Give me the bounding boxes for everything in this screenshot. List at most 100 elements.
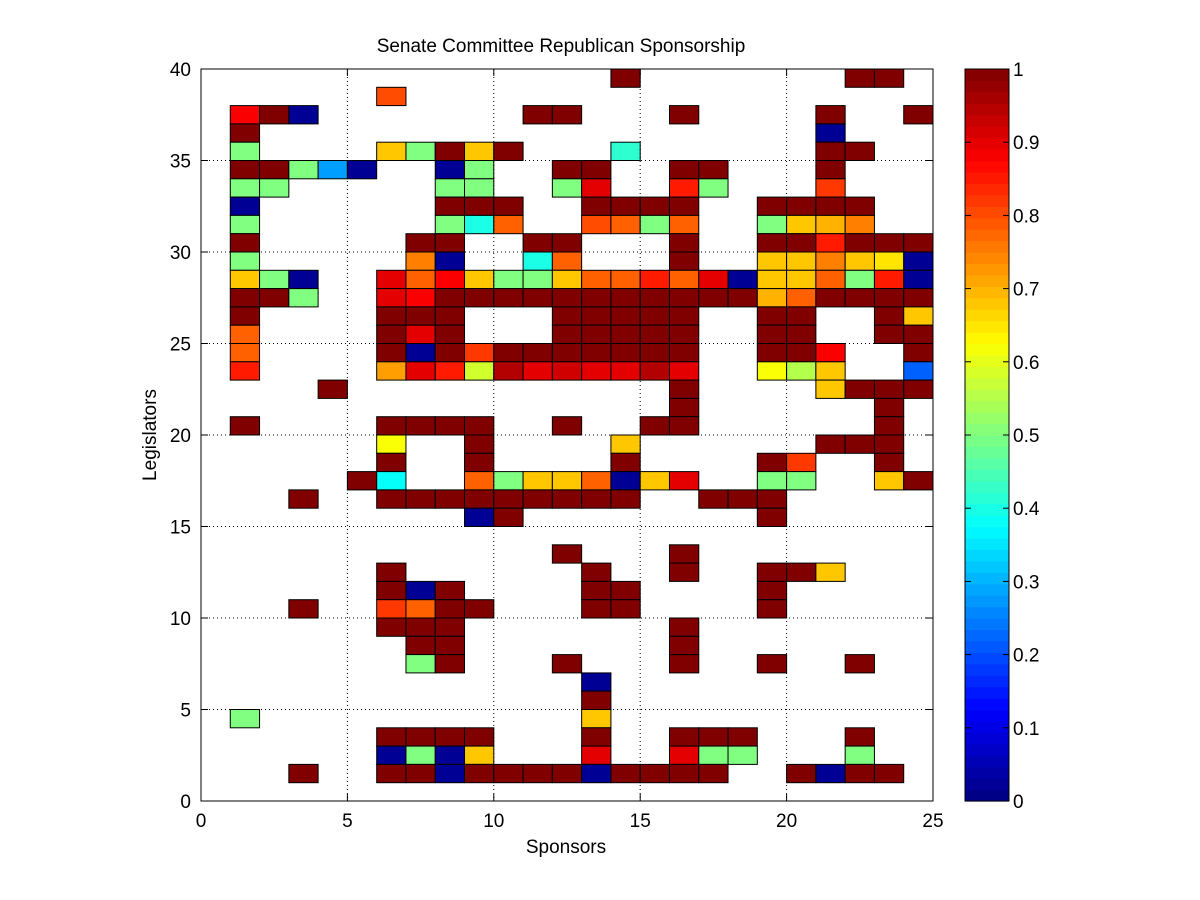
heatmap-cell xyxy=(376,434,407,454)
heatmap-cell xyxy=(551,654,583,674)
heatmap-cell xyxy=(903,269,934,290)
heatmap-cell xyxy=(464,471,495,491)
heatmap-cell xyxy=(229,324,261,345)
heatmap-cell xyxy=(786,269,817,290)
heatmap-cell xyxy=(639,306,670,326)
heatmap-cell xyxy=(903,343,934,363)
heatmap-cell xyxy=(756,471,788,491)
colorbar-swatch xyxy=(965,537,1009,550)
heatmap-cell xyxy=(756,507,788,528)
heatmap-cell xyxy=(786,324,817,345)
y-tick-label: 40 xyxy=(170,60,191,81)
heatmap-cell xyxy=(786,288,817,308)
heatmap-cell xyxy=(844,68,875,88)
colorbar-swatch xyxy=(965,412,1009,425)
heatmap-cell xyxy=(581,343,612,363)
heatmap-cell xyxy=(434,763,466,784)
heatmap-cell xyxy=(903,105,934,125)
heatmap-cell xyxy=(464,489,495,509)
heatmap-cell xyxy=(756,580,788,601)
heatmap-cell xyxy=(844,214,875,235)
heatmap-cell xyxy=(434,727,466,747)
heatmap-cell xyxy=(668,269,700,290)
x-tick-label: 15 xyxy=(630,811,651,832)
heatmap-cell xyxy=(786,233,817,253)
x-tick-label: 5 xyxy=(342,811,353,832)
colorbar-swatch xyxy=(965,194,1009,207)
heatmap-cell xyxy=(815,141,846,161)
heatmap-cell xyxy=(551,251,583,271)
heatmap-cell xyxy=(493,471,524,491)
colorbar-swatch xyxy=(965,789,1009,802)
heatmap-cell xyxy=(786,196,817,216)
heatmap-cell xyxy=(551,178,583,198)
colorbar-swatch xyxy=(965,320,1009,333)
colorbar-swatch xyxy=(965,240,1009,253)
heatmap-cell xyxy=(610,343,641,363)
heatmap-cell xyxy=(581,471,612,491)
heatmap-cell xyxy=(668,361,700,381)
heatmap-cell xyxy=(229,306,261,326)
heatmap-cell xyxy=(756,361,788,381)
heatmap-cell xyxy=(464,160,495,180)
heatmap-cell xyxy=(815,269,846,290)
colorbar-swatch xyxy=(965,423,1009,436)
heatmap-cell xyxy=(610,288,641,308)
heatmap-cell xyxy=(434,288,466,308)
heatmap-cell xyxy=(815,214,846,235)
heatmap-cell xyxy=(610,214,641,235)
x-tick-label: 25 xyxy=(922,811,943,832)
heatmap-cell xyxy=(376,489,407,509)
heatmap-cell xyxy=(698,745,729,765)
heatmap-cell xyxy=(464,745,495,765)
heatmap-cell xyxy=(639,416,670,436)
heatmap-cell xyxy=(903,306,934,326)
colorbar-swatch xyxy=(965,686,1009,699)
heatmap-cell xyxy=(756,599,788,619)
heatmap-cell xyxy=(786,361,817,381)
colorbar-swatch xyxy=(965,572,1009,585)
heatmap-cell xyxy=(376,416,407,436)
heatmap-cell xyxy=(376,471,407,491)
heatmap-cell xyxy=(288,489,319,509)
heatmap-cell xyxy=(288,105,319,125)
heatmap-cell xyxy=(903,233,934,253)
heatmap-cell xyxy=(376,763,407,784)
heatmap-cell xyxy=(434,599,466,619)
colorbar-swatch xyxy=(965,698,1009,711)
heatmap-cell xyxy=(815,123,846,143)
heatmap-cell xyxy=(464,343,495,363)
heatmap-cell xyxy=(376,580,407,601)
x-tick-label: 20 xyxy=(776,811,797,832)
heatmap-cell xyxy=(434,251,466,271)
heatmap-cell xyxy=(229,123,261,143)
heatmap-cell xyxy=(873,68,905,88)
heatmap-cell xyxy=(434,269,466,290)
axis-ticks: 0 5 10 15 20 25 0 5 10 15 20 25 30 35 40 xyxy=(170,60,944,832)
heatmap-cell xyxy=(376,343,407,363)
colorbar-swatch xyxy=(965,743,1009,756)
colorbar-swatch xyxy=(965,103,1009,116)
heatmap-cell xyxy=(581,562,612,582)
heatmap-cell xyxy=(639,471,670,491)
heatmap-cell xyxy=(229,105,261,125)
colorbar-swatch xyxy=(965,263,1009,276)
colorbar-swatch xyxy=(965,183,1009,196)
heatmap-cell xyxy=(259,269,290,290)
heatmap-cell xyxy=(434,343,466,363)
heatmap-cell xyxy=(522,343,553,363)
colorbar-swatch xyxy=(965,560,1009,573)
y-tick-label: 15 xyxy=(170,518,191,539)
heatmap-cell xyxy=(873,324,905,345)
heatmap-cell xyxy=(405,617,436,637)
heatmap-cell xyxy=(376,324,407,345)
heatmap-cell xyxy=(405,745,436,765)
heatmap-cell xyxy=(668,416,700,436)
colorbar-swatch xyxy=(965,274,1009,287)
heatmap-cell xyxy=(668,654,700,674)
heatmap-cell xyxy=(873,251,905,271)
colorbar-swatch xyxy=(965,640,1009,653)
heatmap-cell xyxy=(229,141,261,161)
heatmap-cell xyxy=(522,361,553,381)
heatmap-cell xyxy=(581,580,612,601)
